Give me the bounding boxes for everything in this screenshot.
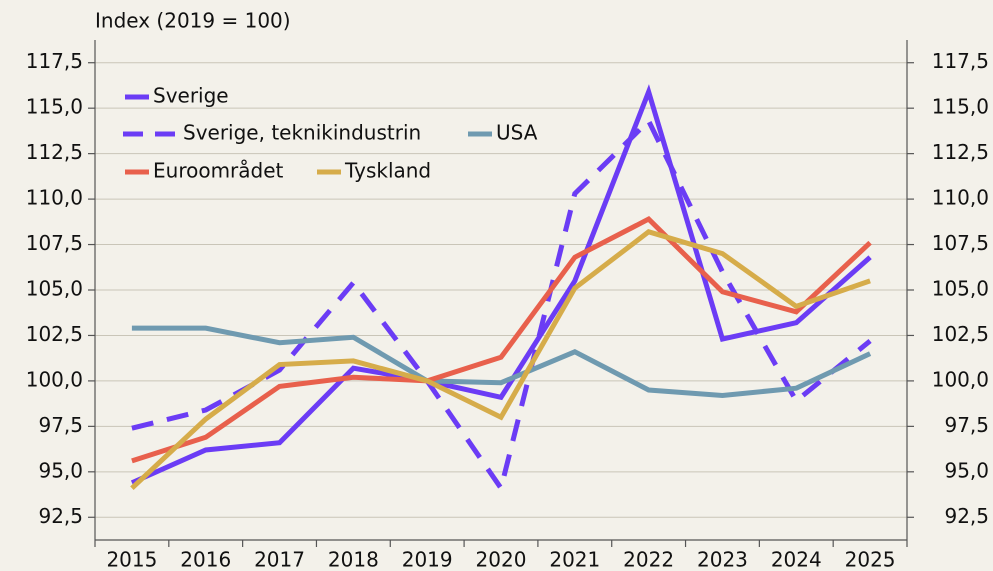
y2-tick-label: 97,5: [944, 413, 989, 437]
y2-tick-label: 92,5: [944, 504, 989, 528]
legend-label: Tyskland: [344, 159, 431, 183]
x-tick-label: 2022: [623, 548, 674, 571]
y-tick-label: 110,0: [26, 186, 83, 210]
legend-label: Sverige: [153, 84, 229, 108]
series-line: [130, 84, 872, 486]
series-line: [131, 216, 872, 464]
series-line: [131, 325, 872, 398]
y2-tick-label: 100,0: [932, 367, 989, 391]
y-tick-label: 105,0: [26, 277, 83, 301]
y-axis-label: Index (2019 = 100): [95, 9, 291, 33]
y2-tick-label: 115,0: [932, 95, 989, 119]
x-tick-label: 2016: [180, 548, 231, 571]
y-tick-label: 100,0: [26, 367, 83, 391]
x-tick-label: 2023: [697, 548, 748, 571]
y-tick-label: 97,5: [38, 413, 83, 437]
x-tick-label: 2025: [845, 548, 896, 571]
y-tick-label: 92,5: [38, 504, 83, 528]
y2-tick-label: 105,0: [932, 277, 989, 301]
y2-tick-label: 102,5: [932, 322, 989, 346]
y2-tick-label: 95,0: [944, 458, 989, 482]
x-tick-label: 2017: [254, 548, 305, 571]
x-tick-label: 2020: [476, 548, 527, 571]
y-tick-label: 115,0: [26, 95, 83, 119]
y-tick-label: 95,0: [38, 458, 83, 482]
y2-tick-label: 107,5: [932, 231, 989, 255]
series-line: [131, 116, 872, 495]
y2-tick-label: 117,5: [932, 49, 989, 73]
y2-tick-label: 112,5: [932, 140, 989, 164]
y2-tick-label: 110,0: [932, 186, 989, 210]
legend-label: USA: [496, 121, 538, 145]
legend-label: Sverige, teknikindustrin: [183, 121, 421, 145]
y-tick-label: 117,5: [26, 49, 83, 73]
x-tick-label: 2015: [106, 548, 157, 571]
legend-label: Euroområdet: [153, 159, 284, 183]
series-line: [130, 229, 871, 491]
x-tick-label: 2021: [549, 548, 600, 571]
x-tick-label: 2019: [402, 548, 453, 571]
x-tick-label: 2018: [328, 548, 379, 571]
y-tick-label: 112,5: [26, 140, 83, 164]
x-tick-label: 2024: [771, 548, 822, 571]
y-tick-label: 107,5: [26, 231, 83, 255]
y-tick-label: 102,5: [26, 322, 83, 346]
